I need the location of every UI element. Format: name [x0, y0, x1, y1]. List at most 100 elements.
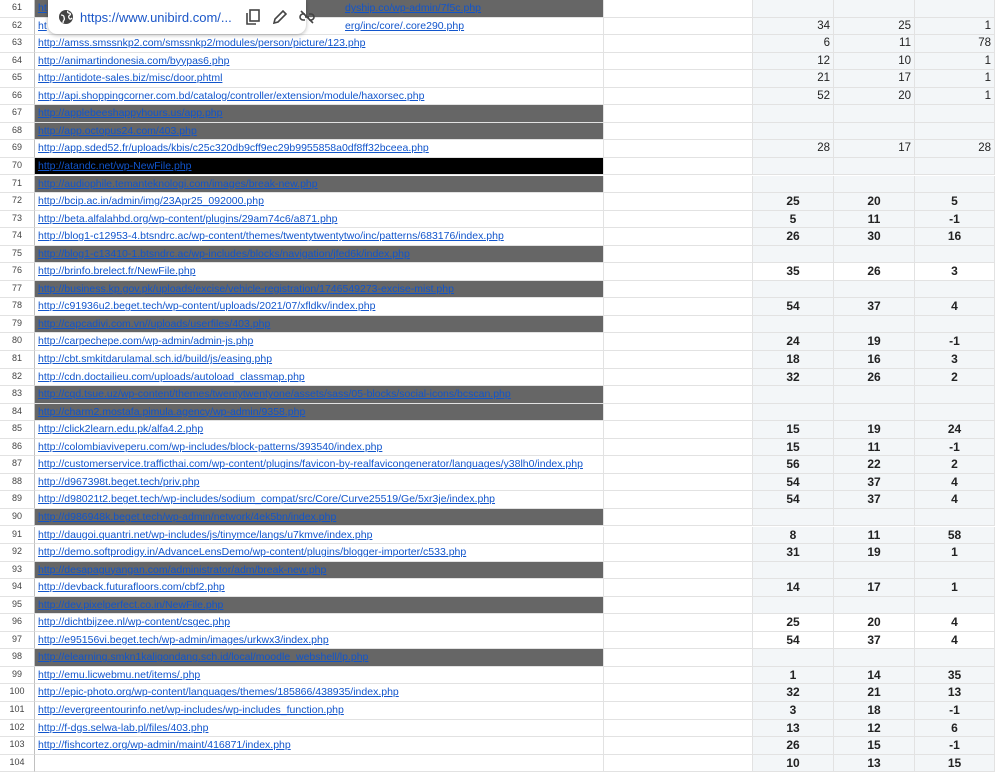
value-cell[interactable]: [753, 0, 834, 18]
url-cell[interactable]: http://app.sded52.fr/uploads/kbis/c25c32…: [35, 140, 604, 158]
row-header[interactable]: 84: [0, 403, 35, 422]
value-cell[interactable]: 54: [753, 473, 834, 492]
url-cell[interactable]: http://epic-photo.org/wp-content/languag…: [35, 684, 604, 702]
url-cell[interactable]: http://cqd.tsue.uz/wp-content/themes/twe…: [35, 386, 604, 404]
row-header[interactable]: 91: [0, 526, 35, 545]
url-cell[interactable]: http://emu.licwebmu.net/items/.php: [35, 666, 604, 685]
url-link[interactable]: http://d986948k.beget.tech/wp-admin/netw…: [38, 510, 337, 523]
url-link[interactable]: http://elearning.smkn1kaligondang.sch.id…: [38, 651, 369, 664]
value-cell[interactable]: [915, 315, 995, 334]
url-link[interactable]: http://demo.softprodigy.in/AdvanceLensDe…: [38, 546, 467, 559]
value-cell[interactable]: [834, 386, 915, 404]
url-link[interactable]: http://atandc.net/wp-NewFile.php: [38, 159, 192, 172]
url-cell[interactable]: http://click2learn.edu.pk/alfa4.2.php: [35, 421, 604, 439]
value-cell[interactable]: [915, 122, 995, 141]
value-cell[interactable]: 15: [915, 754, 995, 772]
value-cell[interactable]: 21: [753, 70, 834, 88]
url-cell[interactable]: http://devback.futurafloors.com/cbf2.php: [35, 579, 604, 597]
row-header[interactable]: 63: [0, 35, 35, 53]
row-header[interactable]: 67: [0, 105, 35, 123]
value-cell[interactable]: 5: [753, 210, 834, 229]
empty-cell[interactable]: [604, 579, 753, 597]
value-cell[interactable]: 24: [915, 421, 995, 439]
url-link[interactable]: http://business.kp.gov.pk/uploads/excise…: [38, 282, 454, 295]
value-cell[interactable]: 35: [915, 666, 995, 685]
value-cell[interactable]: 25: [753, 614, 834, 632]
value-cell[interactable]: 21: [834, 684, 915, 702]
value-cell[interactable]: 26: [753, 228, 834, 246]
url-link[interactable]: http://api.shoppingcorner.com.bd/catalog…: [38, 89, 425, 102]
url-link[interactable]: http://click2learn.edu.pk/alfa4.2.php: [38, 423, 204, 436]
url-cell[interactable]: http://desapaguyangan.com/administrator/…: [35, 561, 604, 580]
empty-cell[interactable]: [604, 157, 753, 176]
url-cell[interactable]: http://cbt.smkitdarulamal.sch.id/build/j…: [35, 351, 604, 369]
empty-cell[interactable]: [604, 649, 753, 667]
value-cell[interactable]: [915, 403, 995, 422]
empty-cell[interactable]: [604, 386, 753, 404]
url-link[interactable]: http://brinfo.brelect.fr/NewFile.php: [38, 265, 196, 278]
value-cell[interactable]: 3: [915, 351, 995, 369]
empty-cell[interactable]: [604, 544, 753, 562]
empty-cell[interactable]: [604, 35, 753, 53]
value-cell[interactable]: 4: [915, 298, 995, 316]
url-link[interactable]: http://epic-photo.org/wp-content/languag…: [38, 686, 399, 699]
row-header[interactable]: 83: [0, 386, 35, 404]
row-header[interactable]: 85: [0, 421, 35, 439]
url-link[interactable]: http://audiophile.temanteknologi.com/ima…: [38, 177, 318, 190]
value-cell[interactable]: 16: [915, 228, 995, 246]
empty-cell[interactable]: [604, 351, 753, 369]
value-cell[interactable]: 11: [834, 438, 915, 457]
value-cell[interactable]: [915, 157, 995, 176]
value-cell[interactable]: [915, 561, 995, 580]
value-cell[interactable]: 4: [915, 614, 995, 632]
value-cell[interactable]: 20: [834, 193, 915, 211]
row-header[interactable]: 100: [0, 684, 35, 702]
copy-icon[interactable]: [245, 8, 260, 26]
empty-cell[interactable]: [604, 754, 753, 772]
row-header[interactable]: 79: [0, 315, 35, 334]
row-header[interactable]: 61: [0, 0, 35, 18]
row-header[interactable]: 62: [0, 17, 35, 36]
row-header[interactable]: 86: [0, 438, 35, 457]
value-cell[interactable]: [753, 315, 834, 334]
value-cell[interactable]: [834, 105, 915, 123]
value-cell[interactable]: [753, 280, 834, 299]
row-header[interactable]: 93: [0, 561, 35, 580]
url-cell[interactable]: http://dichtbijzee.nl/wp-content/csgec.p…: [35, 614, 604, 632]
value-cell[interactable]: [753, 386, 834, 404]
value-cell[interactable]: 24: [753, 333, 834, 351]
value-cell[interactable]: 16: [834, 351, 915, 369]
row-header[interactable]: 94: [0, 579, 35, 597]
url-cell[interactable]: http://blog1-c12953-4.btsndrc.ac/wp-cont…: [35, 228, 604, 246]
row-header[interactable]: 69: [0, 140, 35, 158]
value-cell[interactable]: 14: [753, 579, 834, 597]
empty-cell[interactable]: [604, 87, 753, 106]
url-link[interactable]: http://app.sded52.fr/uploads/kbis/c25c32…: [38, 142, 429, 155]
value-cell[interactable]: 3: [753, 702, 834, 720]
value-cell[interactable]: 26: [834, 368, 915, 387]
empty-cell[interactable]: [604, 245, 753, 264]
value-cell[interactable]: 19: [834, 421, 915, 439]
value-cell[interactable]: 18: [753, 351, 834, 369]
value-cell[interactable]: [915, 386, 995, 404]
value-cell[interactable]: 11: [834, 210, 915, 229]
empty-cell[interactable]: [604, 228, 753, 246]
value-cell[interactable]: [753, 122, 834, 141]
url-link[interactable]: http://dev.pixelperfect.co.in/NewFile.ph…: [38, 598, 224, 611]
empty-cell[interactable]: [604, 368, 753, 387]
value-cell[interactable]: [915, 596, 995, 615]
url-link[interactable]: http://beta.alfalahbd.org/wp-content/plu…: [38, 212, 338, 225]
value-cell[interactable]: 56: [753, 456, 834, 474]
empty-cell[interactable]: [604, 52, 753, 71]
url-link[interactable]: http://daugoi.quantri.net/wp-includes/js…: [38, 528, 373, 541]
value-cell[interactable]: 1: [915, 17, 995, 36]
value-cell[interactable]: 20: [834, 87, 915, 106]
value-cell[interactable]: 1: [915, 544, 995, 562]
url-link[interactable]: http://fishcortez.org/wp-admin/maint/416…: [38, 739, 291, 752]
empty-cell[interactable]: [604, 105, 753, 123]
url-cell[interactable]: http://applebeeshappyhours.us/app.php: [35, 105, 604, 123]
url-cell[interactable]: http://e95156vi.beget.tech/wp-admin/imag…: [35, 631, 604, 650]
url-link[interactable]: http://evergreentourinfo.net/wp-includes…: [38, 704, 344, 716]
url-cell[interactable]: http://demo.softprodigy.in/AdvanceLensDe…: [35, 544, 604, 562]
value-cell[interactable]: 1: [915, 70, 995, 88]
